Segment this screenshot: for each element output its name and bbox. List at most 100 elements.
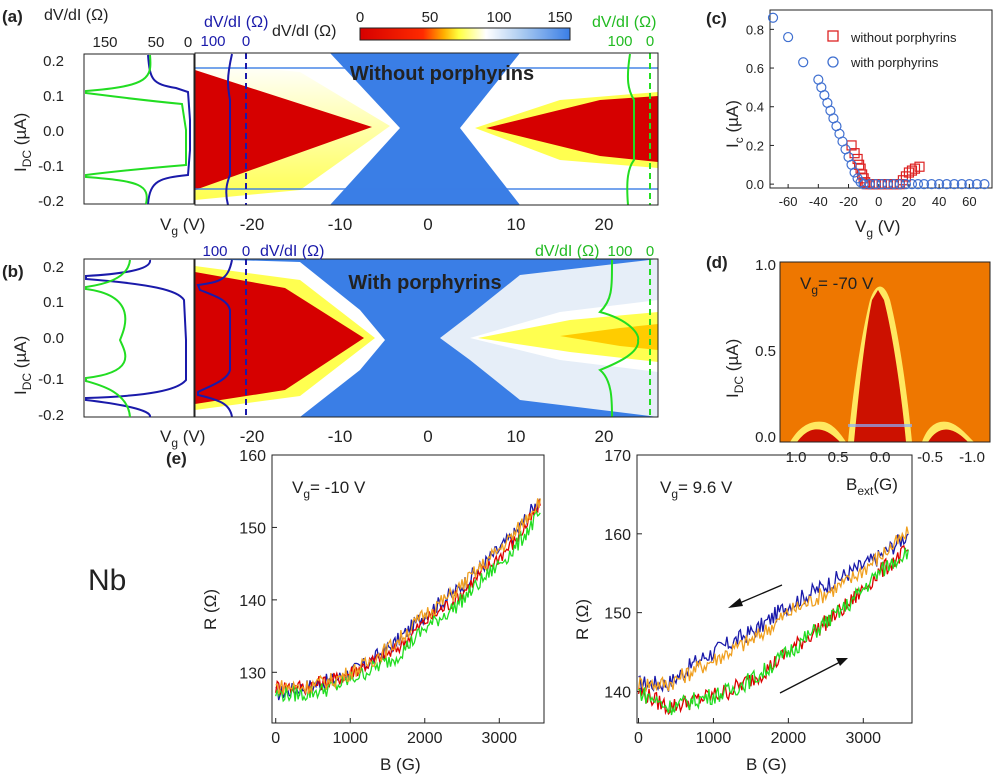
axis-ticks: -60 -40 -20 0 20 40 60 0.0 0.2 0.4 0.6 0.8 (746, 22, 977, 209)
xtick: -10 (328, 215, 353, 234)
point-circle (956, 179, 967, 190)
point-circle (971, 179, 982, 190)
svg-text:IDC (µA): IDC (µA) (723, 339, 746, 398)
point-circle (870, 179, 881, 190)
colorbar-tick: 0 (356, 9, 364, 26)
point-square (900, 171, 912, 182)
xtick: 20 (902, 194, 916, 209)
green-tick: 100 (607, 243, 632, 260)
y-axis-label: R (Ω) (201, 589, 220, 630)
ytick: 0.1 (43, 88, 64, 105)
scatter-marks (767, 12, 990, 190)
x-axis-label: B (G) (380, 755, 421, 774)
xtick: -1.0 (959, 449, 985, 466)
xtick: 1000 (696, 730, 732, 747)
ytick: 140 (604, 684, 631, 701)
xtick: 2000 (407, 730, 443, 747)
x-axis-label: Vg (V) (160, 215, 205, 238)
xtick: -0.5 (917, 449, 943, 466)
point-circle (783, 31, 794, 43)
side-trace-box (83, 258, 195, 418)
y-axis-label: IDC (µA) (11, 113, 34, 172)
side-trace-green (85, 259, 131, 418)
blue-axis-label: dV/dI (Ω) (260, 243, 324, 260)
point-circle (900, 179, 912, 190)
series-line (637, 526, 909, 694)
y-axis-label: IDC (µA) (723, 339, 746, 398)
xtick: 3000 (481, 730, 517, 747)
ytick: 0.0 (755, 429, 776, 446)
annotation: Vg= -10 V (292, 478, 366, 501)
point-circle (882, 179, 893, 190)
annotation: Vg= -70 V (800, 274, 874, 297)
blue-tick: 100 (200, 33, 225, 50)
xtick: 2000 (771, 730, 807, 747)
xtick: -60 (779, 194, 798, 209)
ytick: -0.2 (38, 407, 64, 424)
legend-label: with porphyrins (850, 55, 939, 70)
xtick: 0 (875, 194, 882, 209)
panel-e-right: 0 1000 2000 3000 140 150 160 170 Vg= 9.6 V R (Ω… (573, 448, 913, 774)
point-circle (941, 179, 952, 190)
x-axis-label: Vg (V) (160, 427, 205, 450)
side-trace-box (83, 53, 195, 205)
x-axis-label: B (G) (746, 755, 787, 774)
panel-b: 0.2 0.1 0.0 -0.1 -0.2 IDC (µA) With porp… (11, 243, 659, 450)
point-circle (798, 57, 809, 68)
legend-label: without porphyrins (850, 30, 957, 45)
green-tick: 100 (607, 33, 632, 50)
series-line (275, 498, 541, 695)
ytick: 140 (239, 593, 266, 610)
colorbar: dV/dI (Ω) 0 50 100 150 (272, 9, 573, 41)
ytick: 0.5 (755, 343, 776, 360)
colorbar-label: dV/dI (Ω) (272, 23, 336, 40)
point-circle (918, 179, 930, 190)
heatmap-b (195, 259, 658, 417)
panel-e-left: 0 1000 2000 3000 130 140 150 160 Vg= -10 V R (Ω… (201, 448, 545, 774)
point-square (903, 167, 915, 178)
xtick: -20 (240, 215, 265, 234)
point-square (914, 161, 925, 172)
arrow-increasing (779, 660, 843, 694)
ytick: 170 (604, 448, 631, 465)
xtick: -20 (240, 427, 265, 446)
x-axis-label: Bext(G) (846, 475, 898, 498)
xtick: 1.0 (786, 449, 807, 466)
heatmap-frame (194, 52, 659, 206)
point-circle (864, 179, 875, 190)
ytick: -0.2 (38, 193, 64, 210)
side-axis-label: dV/dI (Ω) (44, 7, 108, 24)
xtick: 3000 (845, 730, 881, 747)
ytick: 0.0 (43, 330, 64, 347)
point-circle (906, 179, 918, 190)
side-trace-blue (85, 259, 187, 418)
panel-c: -60 -40 -20 0 20 40 60 0.0 0.2 0.4 0.6 0.8 without … (723, 9, 993, 240)
blue-tick: 0 (242, 243, 250, 260)
xtick: 60 (962, 194, 976, 209)
y-axis-label: Ic (µA) (723, 100, 746, 148)
point-circle (888, 179, 899, 190)
xtick: 0.0 (870, 449, 891, 466)
xtick: 20 (595, 427, 614, 446)
colorbar-tick: 50 (422, 9, 439, 26)
point-circle (926, 179, 937, 190)
heatmap-frame (194, 258, 659, 418)
side-tick: 150 (92, 34, 117, 51)
colorbar-tick: 100 (486, 9, 511, 26)
panel-label-e: (e) (166, 449, 187, 468)
green-tick: 0 (646, 33, 654, 50)
xtick: 1000 (332, 730, 368, 747)
ytick: 0.2 (43, 259, 64, 276)
panel-label-d: (d) (706, 253, 728, 272)
xtick: 10 (507, 427, 526, 446)
side-trace-blue (147, 54, 191, 205)
point-circle (894, 179, 905, 190)
ytick: 0.8 (746, 22, 764, 37)
xtick: 10 (507, 215, 526, 234)
series-line (275, 510, 541, 703)
point-circle (979, 179, 990, 190)
traces (637, 526, 909, 716)
point-circle (858, 179, 869, 190)
blue-axis-label: dV/dI (Ω) (204, 14, 268, 31)
xtick: -40 (809, 194, 828, 209)
